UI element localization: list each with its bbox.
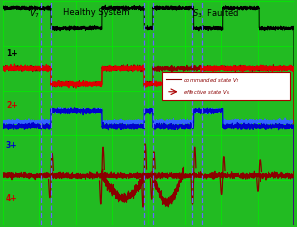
Text: Healthy System: Healthy System bbox=[63, 8, 129, 17]
Text: 1+: 1+ bbox=[6, 49, 18, 58]
Text: $S_3$  Faulted: $S_3$ Faulted bbox=[192, 8, 239, 20]
Text: 4+: 4+ bbox=[6, 194, 18, 202]
Text: 3+: 3+ bbox=[6, 140, 18, 149]
Text: $V_7$: $V_7$ bbox=[29, 8, 40, 20]
Text: effective state $V_6$: effective state $V_6$ bbox=[184, 88, 231, 97]
FancyBboxPatch shape bbox=[162, 72, 290, 100]
Text: 2+: 2+ bbox=[6, 100, 18, 109]
Text: commanded state $V_7$: commanded state $V_7$ bbox=[184, 76, 241, 85]
